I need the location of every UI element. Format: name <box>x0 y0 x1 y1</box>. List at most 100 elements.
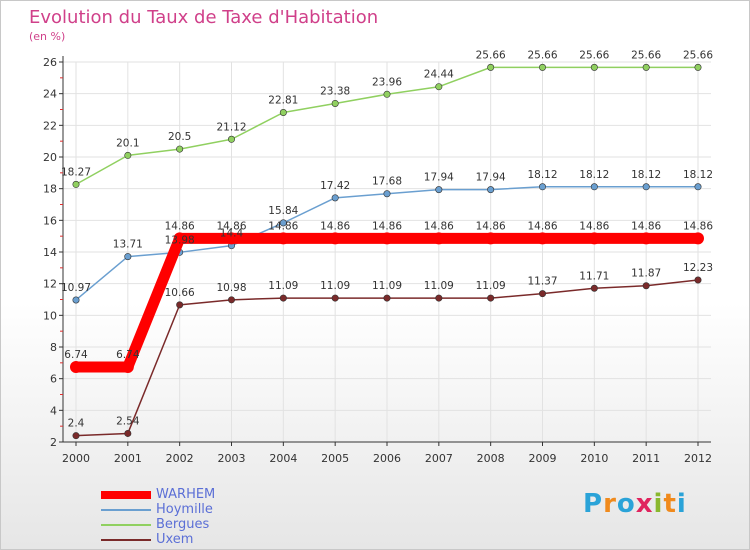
data-label: 18.12 <box>527 169 557 181</box>
data-label: 10.98 <box>216 282 246 294</box>
chart-title: Evolution du Taux de Taxe d'Habitation <box>29 7 379 28</box>
data-point <box>329 232 342 245</box>
y-tick-label: 20 <box>43 151 57 164</box>
data-point <box>642 282 650 290</box>
y-tick-label: 12 <box>43 278 57 291</box>
logo-letter: i <box>676 489 687 519</box>
data-point <box>487 63 495 71</box>
data-label: 11.09 <box>424 280 454 292</box>
x-tick-label: 2007 <box>425 452 453 465</box>
data-point <box>72 180 80 188</box>
data-label: 15.84 <box>268 205 298 217</box>
data-label: 14.86 <box>527 220 557 232</box>
data-label: 18.27 <box>61 166 91 178</box>
data-label: 11.87 <box>631 268 661 280</box>
y-tick-label: 4 <box>50 404 57 417</box>
x-tick-label: 2004 <box>269 452 297 465</box>
data-point <box>331 99 339 107</box>
data-point <box>642 63 650 71</box>
data-point <box>124 151 132 159</box>
data-label: 25.66 <box>527 49 557 61</box>
data-point <box>435 83 443 91</box>
y-tick-label: 14 <box>43 246 57 259</box>
legend-swatch <box>101 539 151 541</box>
data-label: 17.94 <box>424 172 454 184</box>
data-label: 18.12 <box>683 169 713 181</box>
data-point <box>381 232 393 245</box>
x-tick-label: 2009 <box>529 452 557 465</box>
data-point <box>590 284 598 292</box>
y-tick-label: 16 <box>43 214 57 227</box>
y-tick-label: 8 <box>50 341 57 354</box>
proxiti-logo: Proxiti <box>583 489 687 519</box>
data-point <box>124 253 132 261</box>
data-point <box>70 360 82 373</box>
data-point <box>642 183 650 191</box>
data-label: 23.96 <box>372 76 402 88</box>
data-label: 10.66 <box>165 287 195 299</box>
legend-swatch <box>101 491 151 499</box>
chart-subtitle: (en %) <box>29 30 66 43</box>
data-point <box>694 63 702 71</box>
x-tick-label: 2012 <box>684 452 712 465</box>
data-label: 14.86 <box>476 220 506 232</box>
data-label: 11.09 <box>268 280 298 292</box>
y-tick-label: 22 <box>43 119 57 132</box>
data-label: 14.86 <box>320 220 350 232</box>
data-label: 11.37 <box>527 276 557 288</box>
x-tick-label: 2008 <box>477 452 505 465</box>
data-point <box>590 183 598 191</box>
x-tick-label: 2003 <box>218 452 246 465</box>
data-label: 21.12 <box>216 121 246 133</box>
data-label: 14.86 <box>631 220 661 232</box>
y-tick-label: 10 <box>43 309 57 322</box>
logo-letter: P <box>583 489 604 519</box>
data-point <box>331 194 339 202</box>
data-point <box>383 294 391 302</box>
legend-label: Hoymille <box>156 502 213 517</box>
x-tick-label: 2010 <box>580 452 608 465</box>
data-point <box>694 276 702 284</box>
data-point <box>124 429 132 437</box>
data-point <box>538 290 546 298</box>
data-point <box>383 90 391 98</box>
data-point <box>176 301 184 309</box>
data-label: 14.86 <box>683 220 713 232</box>
data-label: 14.86 <box>372 220 402 232</box>
x-tick-label: 2005 <box>321 452 349 465</box>
logo-letter: o <box>616 489 636 519</box>
data-point <box>538 183 546 191</box>
data-point <box>277 232 290 245</box>
data-point <box>435 294 443 302</box>
data-point <box>692 232 704 245</box>
data-point <box>487 294 495 302</box>
data-point <box>694 183 702 191</box>
logo-letter: i <box>653 489 664 519</box>
legend-label: Uxem <box>156 532 194 547</box>
data-label: 17.94 <box>476 172 506 184</box>
y-tick-label: 24 <box>43 88 57 101</box>
data-point <box>72 432 80 440</box>
data-point <box>432 232 445 245</box>
data-label: 25.66 <box>476 49 506 61</box>
data-label: 20.5 <box>168 131 191 143</box>
data-point <box>383 190 391 198</box>
data-point <box>176 145 184 153</box>
data-label: 18.12 <box>631 169 661 181</box>
data-point <box>590 63 598 71</box>
data-point <box>279 109 287 117</box>
data-label: 11.09 <box>372 280 402 292</box>
data-point <box>228 135 236 143</box>
legend-swatch <box>101 524 151 526</box>
x-tick-label: 2011 <box>632 452 660 465</box>
y-tick-label: 6 <box>50 373 57 386</box>
x-tick-label: 2001 <box>114 452 142 465</box>
legend-label: WARHEM <box>156 487 216 502</box>
data-point <box>72 296 80 304</box>
data-point <box>279 294 287 302</box>
data-label: 24.44 <box>424 69 454 81</box>
data-label: 17.68 <box>372 176 402 188</box>
x-tick-label: 2002 <box>166 452 194 465</box>
